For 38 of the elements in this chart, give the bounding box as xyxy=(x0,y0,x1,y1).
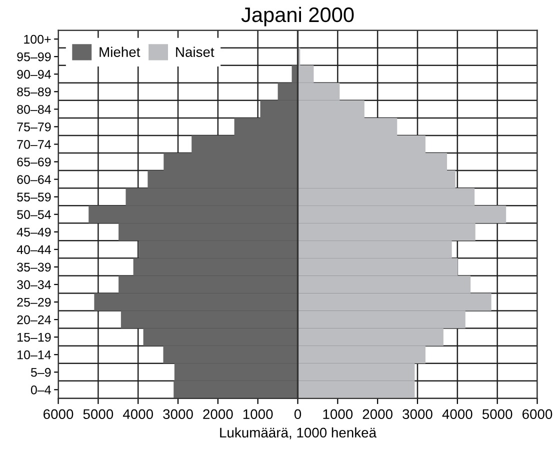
y-tick-label: 25–29 xyxy=(17,298,51,307)
x-tick-label: 5000 xyxy=(482,409,512,420)
x-tick-label: 1000 xyxy=(243,409,273,420)
legend-label: Naiset xyxy=(176,46,214,57)
x-tick-label: 6000 xyxy=(522,409,552,420)
y-tick-label: 95–99 xyxy=(17,52,51,62)
legend-label: Miehet xyxy=(100,46,140,57)
y-tick-label: 0–4 xyxy=(30,385,51,394)
y-tick-label: 100+ xyxy=(24,34,51,44)
y-tick-label: 85–89 xyxy=(17,87,51,96)
x-axis-title: Lukumäärä, 1000 henkeä xyxy=(220,427,377,440)
x-tick-label: 2000 xyxy=(362,409,392,420)
x-tick-label: 2000 xyxy=(203,409,233,420)
x-tick-label: 0 xyxy=(294,409,302,420)
x-tick-label: 1000 xyxy=(323,409,353,420)
y-tick-label: 60–64 xyxy=(17,175,51,184)
y-tick-label: 40–44 xyxy=(16,245,51,254)
x-tick-label: 6000 xyxy=(44,409,74,420)
y-tick-label: 75–79 xyxy=(17,122,51,132)
y-tick-label: 70–74 xyxy=(17,140,51,149)
y-tick-label: 5–9 xyxy=(30,368,51,377)
x-tick-label: 4000 xyxy=(442,409,472,420)
y-tick-label: 20–24 xyxy=(17,315,51,324)
y-tick-label: 35–39 xyxy=(17,262,51,272)
y-tick-label: 15–19 xyxy=(18,332,51,342)
y-tick-label: 80–84 xyxy=(17,104,51,114)
x-tick-label: 5000 xyxy=(83,409,114,420)
y-tick-label: 90–94 xyxy=(17,70,51,79)
y-tick-label: 45–49 xyxy=(16,228,51,237)
y-tick-label: 30–34 xyxy=(17,280,51,290)
y-tick-label: 65–69 xyxy=(17,158,51,166)
y-tick-label: 50–54 xyxy=(17,210,51,220)
x-tick-label: 3000 xyxy=(402,409,432,420)
x-tick-label: 4000 xyxy=(122,409,154,420)
y-tick-label: 10–14 xyxy=(18,350,51,360)
chart-title: Japani 2000 xyxy=(241,6,354,26)
y-tick-label: 55–59 xyxy=(17,192,51,202)
x-tick-label: 3000 xyxy=(163,409,193,420)
